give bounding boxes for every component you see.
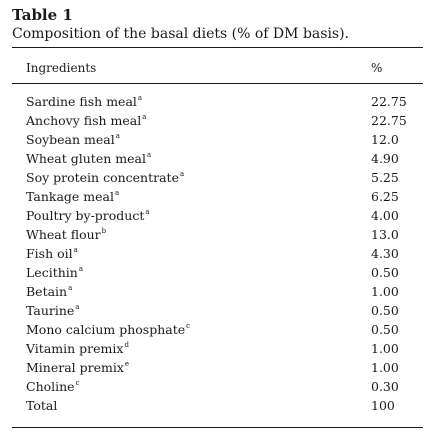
table-row: Tankage meala 6.25 <box>0 188 431 209</box>
ingredient-cell: Taurinea <box>26 302 80 318</box>
ingredient-cell: Soy protein concentratea <box>26 169 185 185</box>
ingredient-cell: Poultry by-producta <box>26 207 150 223</box>
ingredient-cell: Wheat flourb <box>26 226 107 242</box>
percent-cell: 0.50 <box>371 303 399 318</box>
ingredient-name: Mono calcium phosphate <box>26 322 186 337</box>
header-ingredients: Ingredients <box>26 61 97 75</box>
ingredient-name: Choline <box>26 379 75 394</box>
ingredient-name: Total <box>26 398 58 413</box>
ingredient-name: Betain <box>26 284 68 299</box>
percent-cell: 4.00 <box>371 208 399 223</box>
ingredient-cell: Betaina <box>26 283 73 299</box>
header-percent: % <box>371 61 383 75</box>
percent-cell: 0.50 <box>371 265 399 280</box>
table-row: Vitamin premixd 1.00 <box>0 340 431 361</box>
table-row: Fish oila 4.30 <box>0 245 431 266</box>
ingredient-name: Lecithin <box>26 265 78 280</box>
table-row: Mono calcium phosphatec 0.50 <box>0 321 431 342</box>
table-body: Sardine fish meala 22.75 Anchovy fish meal… <box>0 93 431 418</box>
table-row: Wheat gluten meala 4.90 <box>0 150 431 171</box>
footnote-marker: c <box>75 378 80 387</box>
table-top-rule <box>12 47 423 48</box>
ingredient-name: Wheat gluten meal <box>26 151 146 166</box>
percent-cell: 1.00 <box>371 360 399 375</box>
ingredient-name: Wheat flour <box>26 227 101 242</box>
ingredient-cell: Fish oila <box>26 245 78 261</box>
percent-cell: 0.50 <box>371 322 399 337</box>
footnote-marker: a <box>75 302 80 311</box>
ingredient-cell: Anchovy fish meala <box>26 112 147 128</box>
footnote-marker: a <box>137 93 143 102</box>
percent-cell: 6.25 <box>371 189 399 204</box>
footnote-marker: a <box>114 188 120 197</box>
percent-cell: 13.0 <box>371 227 399 242</box>
ingredient-cell: Total <box>26 399 57 413</box>
footnote-marker: c <box>186 321 191 330</box>
footnote-marker: a <box>115 131 120 140</box>
footnote-marker: d <box>124 340 129 349</box>
percent-cell: 22.75 <box>371 113 407 128</box>
footnote-marker: e <box>124 359 130 368</box>
footnote-marker: a <box>146 150 152 159</box>
table-bottom-rule <box>12 427 423 428</box>
table-title: Composition of the basal diets (% of DM … <box>12 26 350 42</box>
percent-cell: 12.0 <box>371 132 399 147</box>
percent-cell: 0.30 <box>371 379 399 394</box>
ingredient-name: Poultry by-product <box>26 208 145 223</box>
ingredient-name: Sardine fish meal <box>26 94 137 109</box>
table-row: Lecithina 0.50 <box>0 264 431 285</box>
percent-cell: 5.25 <box>371 170 399 185</box>
table-row: Wheat flourb 13.0 <box>0 226 431 247</box>
table-row: Poultry by-producta 4.00 <box>0 207 431 228</box>
table-row: Anchovy fish meala 22.75 <box>0 112 431 133</box>
ingredient-cell: Mineral premixe <box>26 359 130 375</box>
ingredient-cell: Cholinec <box>26 378 80 394</box>
ingredient-cell: Sardine fish meala <box>26 93 143 109</box>
ingredient-name: Mineral premix <box>26 360 124 375</box>
table-label: Table 1 <box>12 6 73 24</box>
ingredient-cell: Wheat gluten meala <box>26 150 152 166</box>
ingredient-name: Soy protein concentrate <box>26 170 179 185</box>
footnote-marker: a <box>179 169 185 178</box>
ingredient-name: Anchovy fish meal <box>26 113 142 128</box>
percent-cell: 4.30 <box>371 246 399 261</box>
footnote-marker: a <box>68 283 73 292</box>
ingredient-cell: Soybean meala <box>26 131 120 147</box>
footnote-marker: b <box>101 226 107 235</box>
ingredient-name: Tankage meal <box>26 189 114 204</box>
ingredient-cell: Lecithina <box>26 264 84 280</box>
footnote-marker: a <box>78 264 84 273</box>
table-row: Soy protein concentratea 5.25 <box>0 169 431 190</box>
table-row: Mineral premixe 1.00 <box>0 359 431 380</box>
ingredient-name: Vitamin premix <box>26 341 124 356</box>
table-row: Sardine fish meala 22.75 <box>0 93 431 114</box>
ingredient-cell: Tankage meala <box>26 188 120 204</box>
ingredient-name: Taurine <box>26 303 75 318</box>
footnote-marker: a <box>73 245 78 254</box>
ingredient-name: Fish oil <box>26 246 73 261</box>
percent-cell: 22.75 <box>371 94 407 109</box>
footnote-marker: a <box>145 207 150 216</box>
ingredient-cell: Mono calcium phosphatec <box>26 321 191 337</box>
percent-cell: 4.90 <box>371 151 399 166</box>
percent-cell: 1.00 <box>371 341 399 356</box>
table-row: Total 100 <box>0 399 431 418</box>
footnote-marker: a <box>142 112 147 121</box>
table-row: Cholinec 0.30 <box>0 378 431 399</box>
table-header-rule <box>12 83 423 84</box>
ingredient-cell: Vitamin premixd <box>26 340 129 356</box>
percent-cell: 1.00 <box>371 284 399 299</box>
percent-cell: 100 <box>371 398 395 413</box>
table-row: Betaina 1.00 <box>0 283 431 304</box>
ingredient-name: Soybean meal <box>26 132 115 147</box>
table-row: Soybean meala 12.0 <box>0 131 431 152</box>
table-row: Taurinea 0.50 <box>0 302 431 323</box>
